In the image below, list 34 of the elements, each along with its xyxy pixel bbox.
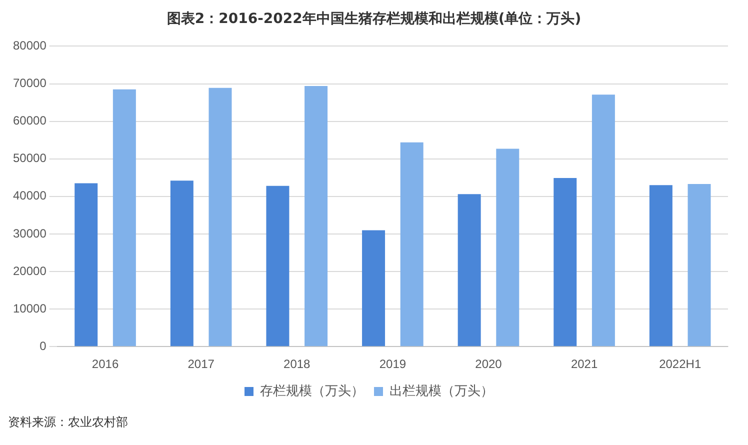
legend-label: 存栏规模（万头） [260, 383, 364, 398]
text: 资料来源：农业农村部 [8, 414, 128, 431]
x-tick-label: 2020 [475, 357, 502, 372]
bar [362, 230, 386, 346]
x-tick-label: 2022H1 [659, 357, 702, 372]
y-tick-label: 20000 [12, 264, 47, 278]
x-tick-label: 2017 [188, 357, 215, 372]
x-tick-label: 2016 [92, 357, 119, 372]
bar [112, 89, 136, 346]
bar [266, 186, 290, 346]
y-tick-label: 30000 [12, 226, 47, 240]
bar [170, 180, 194, 346]
y-tick-label: 70000 [12, 76, 47, 90]
x-tick-label: 2019 [379, 357, 406, 372]
x-tick-label: 2021 [570, 357, 598, 372]
bar [458, 194, 481, 346]
y-tick-label: 60000 [12, 114, 47, 128]
bar [649, 185, 672, 346]
legend-label: 出栏规模（万头） [390, 383, 494, 398]
y-tick-label: 40000 [12, 188, 47, 203]
y-tick-label: 10000 [12, 301, 47, 316]
bar [688, 184, 711, 346]
x-tick-label: 2018 [284, 357, 311, 372]
bar [208, 88, 232, 346]
y-tick-label: 0 [40, 338, 47, 353]
bar [496, 148, 520, 346]
bar [554, 178, 577, 346]
y-tick-label: 50000 [12, 151, 47, 166]
chart-title: 图表2：2016-2022年中国生猪存栏规模和出栏规模(单位：万头) [166, 10, 582, 28]
bar [592, 94, 615, 346]
bar [304, 86, 328, 346]
bar [400, 142, 424, 346]
bar [74, 183, 98, 346]
y-tick-label: 80000 [12, 38, 47, 53]
